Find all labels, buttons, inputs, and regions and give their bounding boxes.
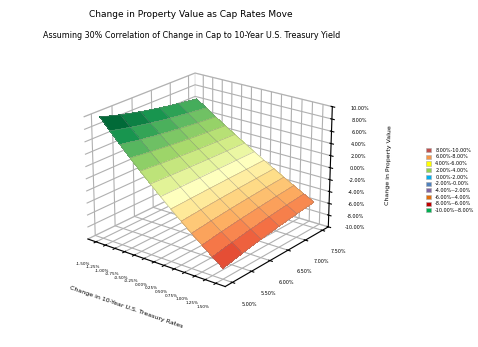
Text: Assuming 30% Correlation of Change in Cap to 10-Year U.S. Treasury Yield: Assuming 30% Correlation of Change in Ca… bbox=[43, 31, 340, 40]
Text: Change in Property Value as Cap Rates Move: Change in Property Value as Cap Rates Mo… bbox=[89, 10, 293, 19]
Legend: 8.00%-10.00%, 6.00%-8.00%, 4.00%-6.00%, 2.00%-4.00%, 0.00%-2.00%, -2.00%-0.00%, : 8.00%-10.00%, 6.00%-8.00%, 4.00%-6.00%, … bbox=[424, 147, 476, 214]
X-axis label: Change in 10-Year U.S. Treasury Rates: Change in 10-Year U.S. Treasury Rates bbox=[69, 286, 183, 329]
